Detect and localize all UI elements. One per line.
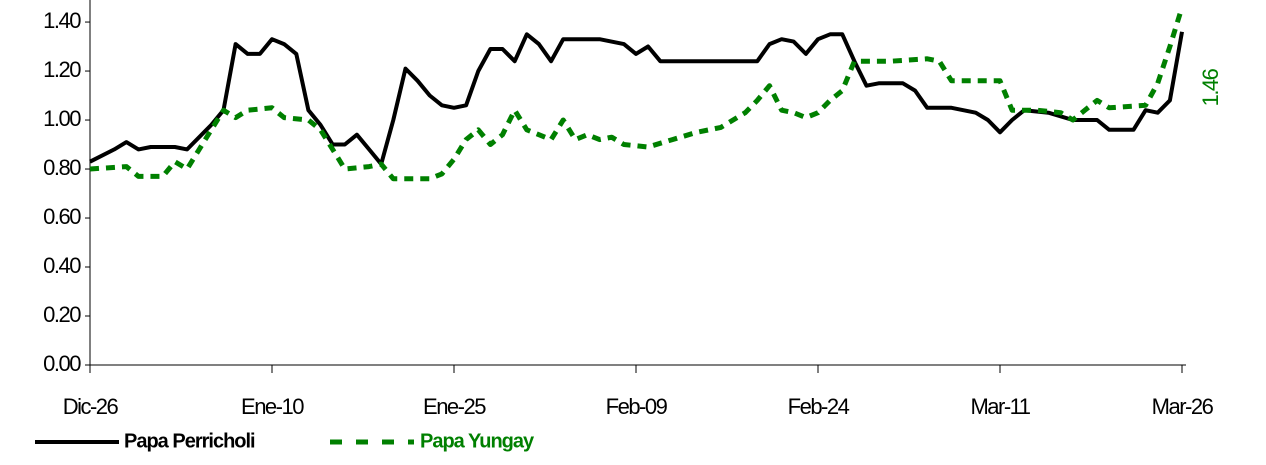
y-tick-label: 0.80	[43, 155, 81, 180]
x-tick-label: Mar-26	[1152, 394, 1214, 419]
y-tick-label: 0.40	[43, 253, 81, 278]
legend-label: Papa Yungay	[420, 430, 535, 452]
x-tick-label: Feb-24	[788, 394, 850, 419]
legend-label: Papa Perricholi	[124, 430, 255, 452]
y-tick-label: 1.00	[43, 106, 81, 131]
y-tick-label: 1.20	[43, 57, 81, 82]
x-tick-label: Dic-26	[63, 394, 119, 419]
x-tick-label: Mar-11	[970, 394, 1030, 419]
series-line	[89, 31, 1184, 167]
y-tick-label: 0.60	[43, 204, 81, 229]
x-tick-label: Ene-10	[241, 394, 304, 419]
x-tick-label: Feb-09	[606, 394, 668, 419]
y-tick-label: 0.20	[43, 302, 81, 327]
series-line	[89, 6, 1185, 182]
end-value-annotation: 1.46	[1198, 68, 1223, 106]
y-tick-label: 1.40	[43, 8, 81, 33]
x-tick-label: Ene-25	[423, 394, 486, 419]
y-tick-label: 0.00	[43, 351, 81, 376]
